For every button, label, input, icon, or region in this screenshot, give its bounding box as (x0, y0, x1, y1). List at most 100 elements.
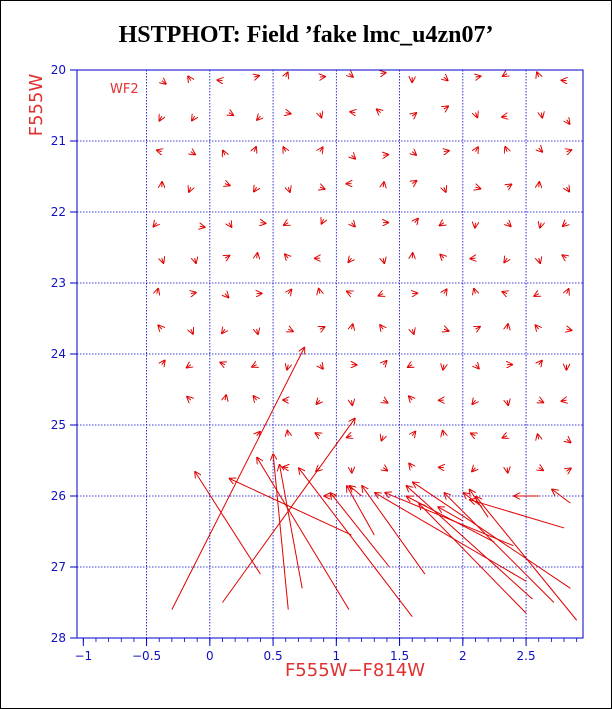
offset-vector (412, 152, 417, 156)
offset-vector (567, 120, 571, 125)
offset-vector (195, 471, 261, 575)
offset-vector (260, 223, 266, 224)
offset-vector (162, 81, 167, 85)
offset-vector (444, 77, 449, 81)
offset-vector (412, 293, 418, 294)
grid-lines (77, 70, 583, 638)
offset-vector (567, 187, 570, 192)
offset-vector (186, 365, 191, 369)
offset-vector (567, 288, 569, 293)
y-tick-label: 23 (51, 276, 66, 290)
offset-vector (501, 116, 507, 117)
y-tick-label: 25 (51, 418, 66, 432)
offset-vector (316, 400, 320, 404)
offset-vector (279, 464, 303, 589)
offset-vector (471, 468, 475, 472)
offset-vector (539, 258, 541, 264)
offset-vector (191, 292, 197, 293)
offset-vector (378, 294, 383, 296)
offset-vector (408, 396, 412, 401)
offset-vector (251, 365, 256, 368)
offset-vector (502, 74, 507, 77)
offset-vector (189, 187, 191, 193)
offset-vector (283, 223, 288, 226)
offset-vector (346, 291, 351, 294)
offset-vector (567, 150, 573, 152)
offset-vector (287, 430, 288, 436)
offset-vector (352, 155, 356, 159)
offset-vector (157, 288, 159, 294)
x-tick-label: 0 (206, 649, 214, 663)
offset-vector (346, 436, 352, 438)
offset-vector (186, 396, 190, 400)
offset-vector (507, 223, 511, 227)
y-tick-label: 24 (51, 347, 66, 361)
offset-vector (539, 400, 544, 403)
offset-vector (362, 485, 426, 575)
chart-title: HSTPHOT: Field ’fake lmc_u4zn07’ (118, 22, 494, 48)
offset-vector (298, 468, 413, 618)
offset-vector (409, 463, 413, 468)
offset-vector (195, 258, 196, 264)
offset-vector (412, 329, 414, 335)
x-tick-label: −1 (74, 649, 92, 663)
offset-vector (475, 223, 476, 229)
offset-vector (225, 294, 229, 298)
offset-vector (320, 187, 326, 189)
offset-vector (507, 184, 512, 187)
offset-vector (505, 146, 507, 152)
offset-vector (415, 218, 419, 223)
offset-vector (539, 360, 543, 365)
offset-vector (383, 468, 388, 471)
offset-vector (273, 453, 289, 610)
offset-vector (191, 152, 196, 155)
offset-vector (440, 254, 444, 258)
offset-vector (217, 80, 223, 81)
offset-vector (406, 485, 533, 600)
offset-vector (171, 347, 305, 610)
offset-vector (540, 223, 542, 229)
offset-vector (257, 329, 258, 335)
offset-vector (444, 289, 447, 294)
offset-vector (348, 258, 352, 263)
offset-vector (220, 362, 225, 365)
offset-vector (200, 226, 206, 227)
offset-vector (352, 400, 353, 406)
offset-vector (383, 258, 384, 264)
offset-vector (444, 187, 446, 193)
offset-vector (412, 252, 413, 258)
offset-vector (419, 503, 527, 614)
x-tick-label: 2 (459, 649, 467, 663)
offset-vector (352, 323, 353, 329)
offset-vector (541, 113, 542, 119)
offset-vector (474, 288, 476, 294)
offset-vector (507, 400, 508, 406)
offset-vector (229, 478, 352, 536)
offset-vector (539, 468, 544, 471)
offset-vector (383, 181, 384, 187)
offset-vector (383, 155, 389, 156)
offset-vector (153, 223, 157, 228)
offset-vector (318, 288, 319, 294)
offset-vector (282, 467, 288, 468)
x-tick-label: 1.5 (390, 649, 409, 663)
offset-vector (439, 223, 444, 226)
offset-vector (475, 146, 478, 151)
offset-vector (475, 496, 578, 621)
offset-vector (444, 329, 450, 331)
offset-vector (562, 223, 566, 227)
offset-vector (380, 324, 384, 329)
offset-vector (256, 116, 260, 120)
offset-vector (504, 258, 507, 263)
offset-vector (537, 71, 539, 77)
offset-vector (502, 291, 508, 293)
offset-vector (349, 485, 362, 497)
offset-vector (159, 116, 162, 121)
offset-vector (469, 489, 489, 518)
offset-vector (225, 184, 231, 186)
offset-vector (284, 254, 288, 259)
offset-vector (352, 223, 356, 228)
offset-vector (475, 187, 481, 189)
offset-vector (502, 436, 507, 438)
offset-vector (475, 76, 481, 77)
